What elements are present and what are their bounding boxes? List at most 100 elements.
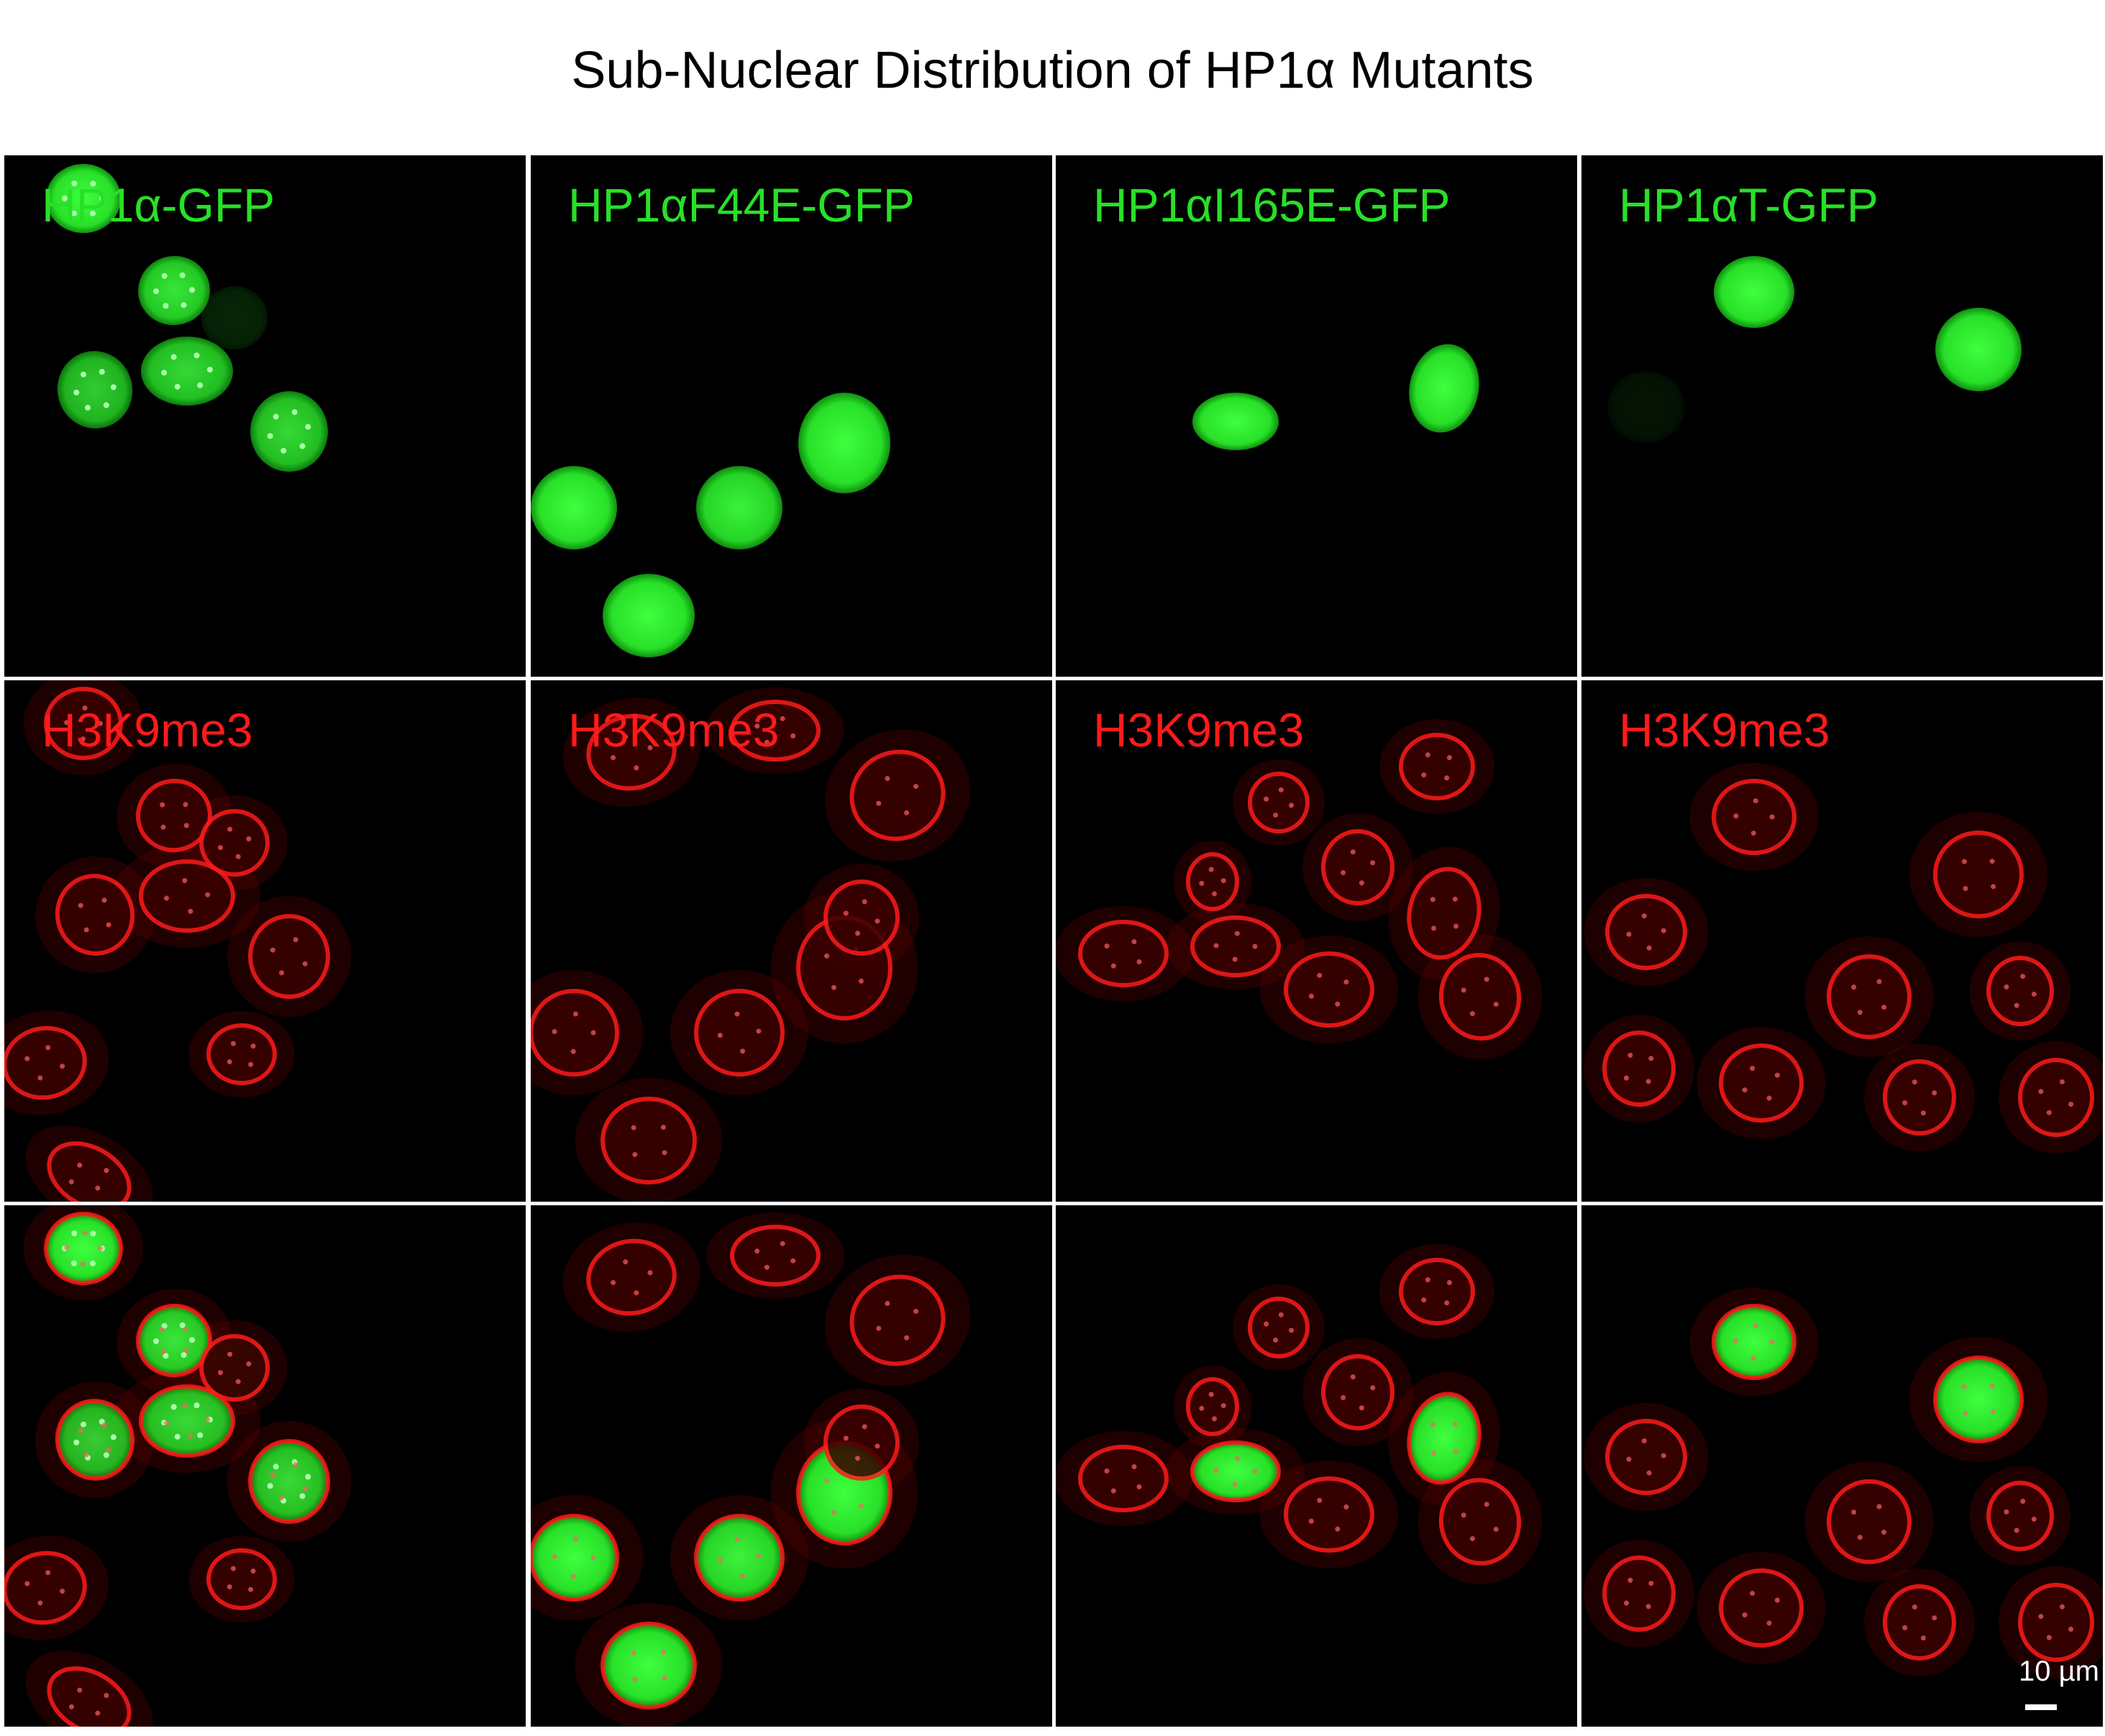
h3k9me3-nucleus-rim	[44, 1212, 123, 1285]
h3k9me3-nucleus-rim	[730, 1225, 821, 1287]
h3k9me3-nucleus-rim	[1933, 1356, 2024, 1443]
h3k9me3-nucleus-rim	[55, 874, 135, 956]
gfp-nucleus	[1935, 1358, 2022, 1441]
h3k9me3-nucleus-rim	[139, 1384, 235, 1458]
micrograph-gfp-4	[1607, 256, 2022, 443]
h3k9me3-label: H3K9me3	[568, 703, 780, 757]
h3k9me3-label: H3K9me3	[42, 703, 253, 757]
h3k9me3-nucleus-rim	[1712, 1304, 1796, 1380]
h3k9me3-nucleus-rim	[1602, 1031, 1676, 1107]
h3k9me3-nucleus-rim	[206, 1548, 277, 1610]
gfp-nucleus	[603, 574, 695, 657]
h3k9me3-nucleus-rim	[1190, 915, 1281, 977]
h3k9me3-nucleus-rim	[1883, 1059, 1956, 1136]
gfp-nucleus	[531, 466, 617, 549]
panel-merge-3	[1056, 1205, 1577, 1727]
h3k9me3-nucleus-rim	[136, 1303, 212, 1378]
gfp-nucleus	[531, 1516, 617, 1599]
gfp-nucleus	[798, 393, 890, 493]
h3k9me3-nucleus-rim	[248, 1439, 330, 1524]
h3k9me3-nucleus-rim	[47, 1666, 132, 1727]
micrograph-merge-2	[531, 1212, 971, 1727]
panel-merge-4	[1581, 1205, 2103, 1727]
gfp-nucleus	[141, 1386, 233, 1456]
h3k9me3-nucleus-rim	[1933, 831, 2024, 918]
h3k9me3-nucleus-rim	[1883, 1584, 1956, 1660]
h3k9me3-nucleus-rim	[1190, 1440, 1281, 1502]
h3k9me3-nucleus-rim	[47, 1141, 132, 1202]
h3k9me3-nucleus-rim	[1407, 867, 1481, 960]
h3k9me3-nucleus-rim	[586, 1238, 677, 1316]
h3k9me3-nucleus-rim	[1602, 1555, 1676, 1632]
gfp-nucleus	[46, 1214, 121, 1283]
h3k9me3-nucleus-rim	[1719, 1043, 1804, 1123]
h3k9me3-nucleus-rim	[4, 1025, 87, 1100]
gfp-nucleus	[1409, 1394, 1479, 1483]
h3k9me3-nucleus-rim	[55, 1399, 135, 1481]
h3k9me3-nucleus-rim	[823, 880, 900, 956]
micrograph-gfp-1	[46, 164, 328, 472]
gfp-label: HP1α-GFP	[42, 178, 275, 232]
panel-h3k9me3-1: H3K9me3	[4, 680, 526, 1202]
gfp-label: HP1αT-GFP	[1619, 178, 1878, 232]
h3k9me3-nucleus-rim	[1284, 1476, 1374, 1553]
h3k9me3-nucleus-rim	[1712, 779, 1796, 855]
panel-h3k9me3-3: H3K9me3	[1056, 680, 1577, 1202]
h3k9me3-nucleus-rim	[694, 989, 785, 1077]
micrograph-merge-3	[1056, 1244, 1543, 1584]
h3k9me3-nucleus-rim	[823, 1404, 900, 1481]
micrograph-h3k9me3-2	[531, 687, 971, 1202]
h3k9me3-nucleus-rim	[1605, 1419, 1687, 1495]
gfp-nucleus	[57, 1401, 133, 1479]
h3k9me3-nucleus-rim	[44, 687, 123, 760]
h3k9me3-nucleus-rim	[139, 859, 235, 933]
h3k9me3-nucleus-rim	[4, 1550, 87, 1625]
h3k9me3-nucleus-rim	[1438, 953, 1522, 1041]
gfp-nucleus	[46, 164, 121, 233]
h3k9me3-nucleus-rim	[1986, 1481, 2054, 1551]
panel-gfp-1: HP1α-GFP	[4, 155, 526, 677]
h3k9me3-nucleus-rim	[586, 713, 677, 791]
h3k9me3-nucleus-rim	[1719, 1568, 1804, 1648]
gfp-nucleus	[1607, 371, 1685, 443]
h3k9me3-nucleus-rim	[206, 1023, 277, 1085]
scale-bar	[2025, 1704, 2057, 1710]
h3k9me3-nucleus-rim	[1248, 772, 1310, 833]
gfp-nucleus	[1192, 393, 1279, 450]
panel-gfp-2: HP1αF44E-GFP	[531, 155, 1052, 677]
gfp-nucleus	[1714, 256, 1794, 328]
gfp-nucleus	[696, 466, 782, 549]
gfp-label: HP1αF44E-GFP	[568, 178, 915, 232]
panel-gfp-4: HP1αT-GFP	[1581, 155, 2103, 677]
micrograph-merge-1	[4, 1205, 352, 1727]
micrograph-merge-4	[1584, 1288, 2103, 1678]
h3k9me3-nucleus-rim	[1605, 894, 1687, 970]
panel-h3k9me3-4: H3K9me3	[1581, 680, 2103, 1202]
h3k9me3-nucleus-rim	[136, 778, 212, 853]
gfp-nucleus	[138, 1305, 210, 1376]
micrograph-gfp-3	[1192, 344, 1479, 450]
gfp-nucleus	[1714, 1306, 1794, 1378]
gfp-nucleus	[250, 1441, 328, 1522]
h3k9me3-nucleus-rim	[730, 700, 821, 762]
h3k9me3-nucleus-rim	[694, 1514, 785, 1602]
h3k9me3-nucleus-rim	[531, 1514, 619, 1602]
h3k9me3-nucleus-rim	[849, 1274, 946, 1366]
gfp-nucleus	[141, 337, 233, 406]
h3k9me3-label: H3K9me3	[1619, 703, 1830, 757]
gfp-nucleus	[1935, 308, 2022, 391]
figure-title: Sub-Nuclear Distribution of HP1α Mutants	[571, 42, 1534, 99]
h3k9me3-nucleus-rim	[1986, 956, 2054, 1026]
panel-merge-2	[531, 1205, 1052, 1727]
gfp-label: HP1αI165E-GFP	[1093, 178, 1451, 232]
h3k9me3-nucleus-rim	[1078, 1445, 1169, 1512]
micrograph-h3k9me3-3	[1056, 719, 1543, 1059]
h3k9me3-nucleus-rim	[1407, 1392, 1481, 1485]
h3k9me3-nucleus-rim	[2018, 1583, 2094, 1662]
h3k9me3-nucleus-rim	[849, 749, 946, 841]
h3k9me3-nucleus-rim	[2018, 1058, 2094, 1137]
gfp-nucleus	[250, 391, 328, 472]
h3k9me3-nucleus-rim	[1827, 954, 1912, 1039]
gfp-nucleus	[1192, 1443, 1279, 1500]
h3k9me3-nucleus-rim	[1827, 1479, 1912, 1564]
